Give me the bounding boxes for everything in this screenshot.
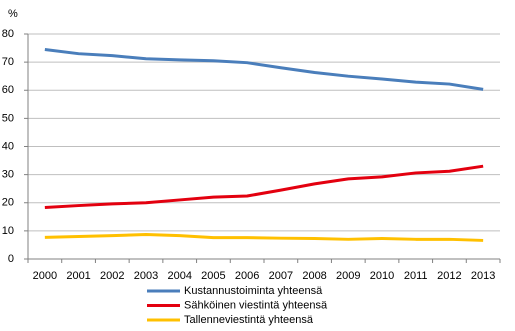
y-tick-label: 50 (2, 112, 14, 124)
y-axis-label: % (8, 8, 18, 20)
x-tick-label: 2008 (302, 270, 326, 282)
y-tick-label: 30 (2, 169, 14, 181)
y-tick-label: 60 (2, 84, 14, 96)
data-line (44, 47, 484, 91)
legend-label: Kustannustoiminta yhteensä (184, 285, 323, 297)
x-tick-label: 2000 (33, 270, 57, 282)
y-tick-label: 10 (2, 225, 14, 237)
x-tick-label: 2013 (471, 270, 495, 282)
data-line (44, 164, 484, 210)
x-tick-label: 2005 (201, 270, 225, 282)
y-tick-label: 40 (2, 140, 14, 152)
y-tick-label: 0 (8, 253, 14, 265)
x-tick-label: 2002 (100, 270, 124, 282)
x-tick-label: 2007 (269, 270, 293, 282)
x-tick-label: 2003 (134, 270, 158, 282)
y-tick-label: 20 (2, 197, 14, 209)
x-tick-label: 2009 (336, 270, 360, 282)
x-tick-label: 2012 (437, 270, 461, 282)
legend-label: Tallenneviestintä yhteensä (184, 314, 314, 326)
legend-label: Sähköinen viestintä yhteensä (184, 299, 328, 311)
x-tick-label: 2006 (235, 270, 259, 282)
data-line (44, 233, 484, 242)
x-tick-label: 2004 (167, 270, 191, 282)
x-tick-label: 2001 (66, 270, 90, 282)
x-tick-label: 2010 (370, 270, 394, 282)
y-tick-label: 70 (2, 56, 14, 68)
x-tick-label: 2011 (404, 270, 428, 282)
y-tick-label: 80 (2, 28, 14, 40)
